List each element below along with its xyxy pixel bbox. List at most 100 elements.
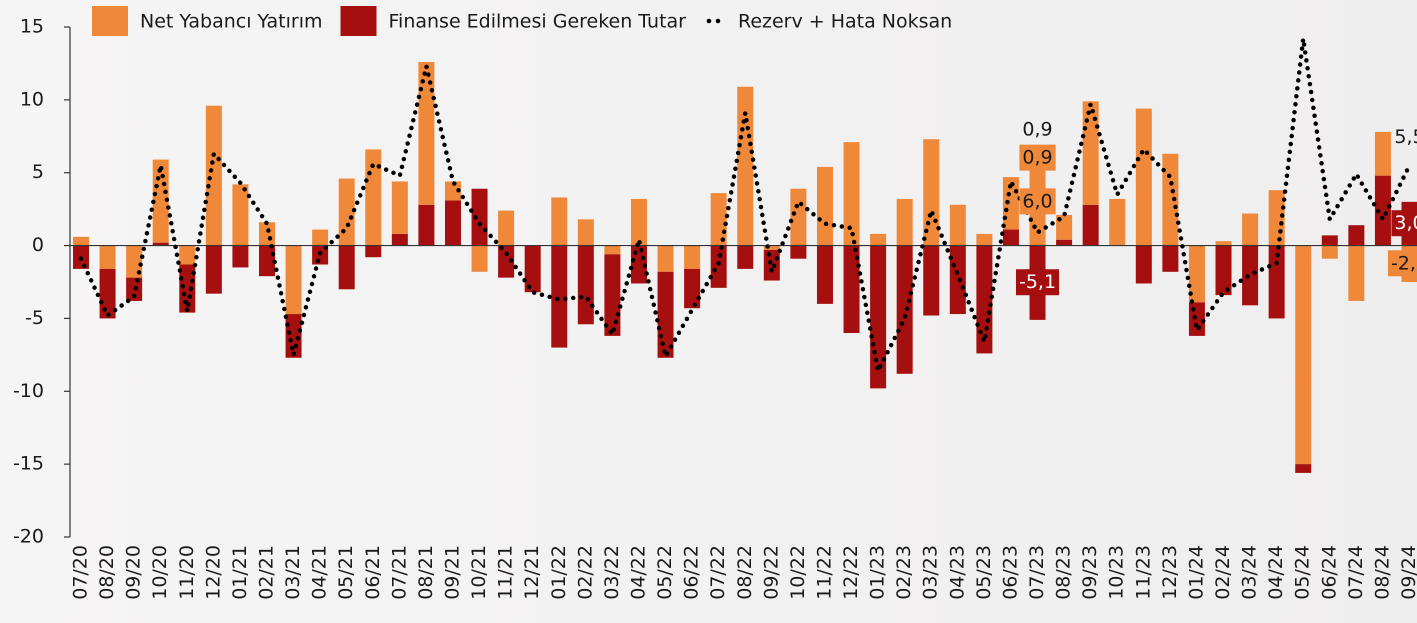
bar — [418, 204, 435, 246]
bar-value-label-box — [1387, 250, 1417, 277]
x-tick-label: 07/22 — [707, 545, 729, 600]
bar — [338, 245, 355, 290]
x-tick-label: 10/20 — [149, 545, 171, 600]
x-tick-label: 11/21 — [495, 545, 517, 600]
y-tick-label: -15 — [13, 453, 44, 475]
y-tick-label: 15 — [20, 16, 44, 38]
x-tick-label: 12/20 — [202, 545, 224, 600]
bar-value-label-group: -2,5 — [1387, 250, 1417, 277]
bar — [1242, 213, 1259, 246]
bar — [205, 105, 222, 246]
legend-label: Net Yabancı Yatırım — [140, 11, 323, 33]
x-tick-label: 09/23 — [1079, 545, 1101, 600]
bar — [630, 245, 647, 284]
bar — [1215, 241, 1232, 246]
bar — [949, 204, 966, 246]
bar — [923, 245, 940, 316]
x-tick-label: 03/22 — [601, 545, 623, 600]
bar — [524, 245, 541, 293]
bar — [99, 268, 116, 319]
bar — [1002, 229, 1019, 246]
line — [78, 38, 1412, 378]
x-tick-label: 12/21 — [521, 545, 543, 600]
bar — [232, 245, 249, 268]
line-value-label: 0,9 — [1022, 119, 1052, 141]
bar — [152, 159, 169, 243]
bar-value-label-group: 3,0 — [1391, 210, 1417, 237]
bar — [232, 184, 249, 246]
y-tick-label: 5 — [32, 161, 44, 183]
bar — [737, 245, 754, 269]
bar — [684, 268, 701, 309]
bar — [577, 219, 594, 246]
x-tick-label: 09/24 — [1398, 545, 1417, 600]
bar — [179, 264, 196, 313]
bar — [843, 142, 860, 246]
y-tick-label: -10 — [13, 380, 44, 402]
bar — [1135, 245, 1152, 284]
bar — [1162, 153, 1179, 246]
bar — [816, 166, 833, 246]
bar-value-label-group: 6,0 — [1019, 188, 1056, 215]
x-tick-label: 10/21 — [468, 545, 490, 600]
x-tick-label: 08/23 — [1053, 545, 1075, 600]
x-tick-label: 07/24 — [1345, 545, 1367, 600]
bar — [391, 181, 408, 234]
total-label: 0,9 — [1022, 147, 1052, 169]
bar-value-label-box — [1015, 269, 1060, 296]
total-label-group: 0,9 — [1019, 144, 1056, 171]
x-tick-label: 10/22 — [787, 545, 809, 600]
bar — [1082, 204, 1099, 246]
bar — [205, 245, 222, 294]
bar — [73, 236, 89, 246]
x-tick-label: 04/22 — [627, 545, 649, 600]
x-tick-label: 09/20 — [123, 545, 145, 600]
bar — [152, 242, 169, 246]
x-tick-label: 05/22 — [654, 545, 676, 600]
x-tick-label: 11/23 — [1132, 545, 1154, 600]
bar — [657, 245, 674, 272]
bar — [604, 245, 621, 255]
x-tick-label: 11/20 — [176, 545, 198, 600]
bar — [790, 188, 807, 246]
bar — [312, 229, 329, 246]
x-tick-label: 08/20 — [96, 545, 118, 600]
bar — [710, 245, 727, 288]
y-tick-label: 0 — [32, 234, 44, 256]
bar-value-label-box — [1019, 188, 1056, 215]
x-tick-label: 11/22 — [813, 545, 835, 600]
x-tick-label: 08/22 — [734, 545, 756, 600]
bar-value-label-group: -5,1 — [1015, 269, 1060, 296]
bar — [444, 200, 461, 246]
bar — [285, 245, 302, 315]
x-tick-label: 02/24 — [1212, 545, 1234, 600]
x-tick-label: 02/22 — [574, 545, 596, 600]
bar — [471, 245, 488, 272]
bar — [1109, 198, 1126, 246]
bar — [1348, 225, 1365, 246]
bar — [843, 245, 860, 333]
x-tick-label: 07/20 — [70, 545, 92, 600]
bar — [870, 233, 887, 246]
bar — [1348, 245, 1365, 301]
x-tick-label: 01/23 — [867, 545, 889, 600]
y-tick-label: 10 — [20, 88, 44, 110]
x-tick-label: 03/24 — [1239, 545, 1261, 600]
x-tick-label: 12/22 — [840, 545, 862, 600]
legend-label: Rezerv + Hata Noksan — [738, 11, 952, 33]
bar — [763, 245, 780, 250]
x-tick-label: 01/22 — [548, 545, 570, 600]
bar — [684, 245, 701, 269]
x-tick-label: 07/21 — [388, 545, 410, 600]
legend-label: Finanse Edilmesi Gereken Tutar — [389, 11, 687, 33]
y-tick-label: -20 — [13, 526, 44, 548]
bar — [338, 178, 355, 246]
bar — [1056, 239, 1073, 246]
x-tick-label: 08/21 — [415, 545, 437, 600]
bar — [1242, 245, 1259, 306]
x-tick-label: 02/21 — [255, 545, 277, 600]
bar-value-label: -2,5 — [1391, 252, 1417, 274]
x-tick-label: 03/23 — [920, 545, 942, 600]
